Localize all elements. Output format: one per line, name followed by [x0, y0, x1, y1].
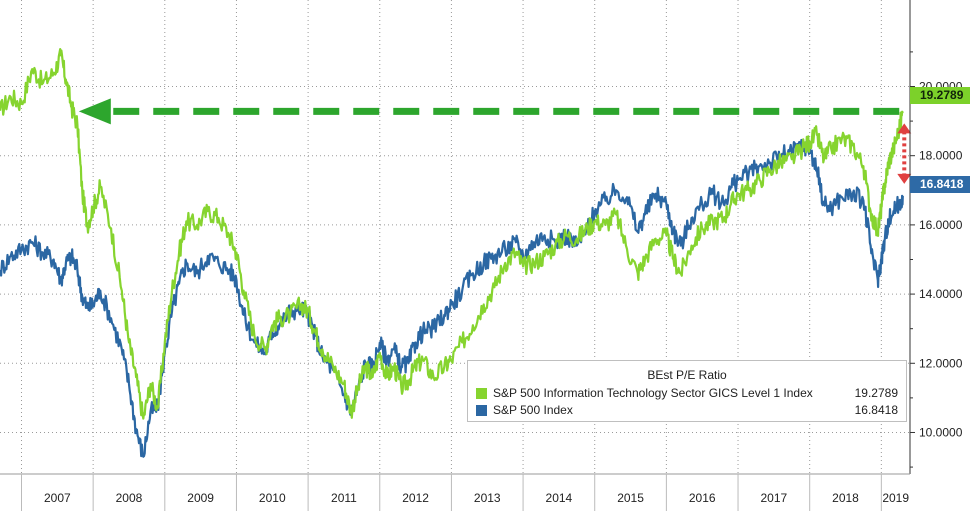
x-tick-label: 2013	[474, 491, 501, 505]
y-tick-label: 16.0000	[919, 218, 963, 232]
legend-series-name: S&P 500 Index	[493, 403, 573, 417]
series-line-it-sector	[0, 47, 904, 420]
x-tick-label: 2011	[331, 491, 357, 505]
last-value-flag-it: 19.2789	[910, 87, 970, 104]
last-value-flag-spx: 16.8418	[910, 176, 970, 193]
x-tick-label: 2008	[116, 491, 143, 505]
x-tick-label: 2010	[259, 491, 286, 505]
legend-series-value: 19.2789	[854, 386, 898, 400]
spread-arrow-head-bottom	[897, 173, 912, 184]
x-tick-label: 2018	[832, 491, 859, 505]
legend: BEst P/E Ratio S&P 500 Information Techn…	[467, 360, 907, 422]
x-tick-label: 2017	[761, 491, 788, 505]
x-tick-label: 2015	[617, 491, 644, 505]
x-tick-label: 2016	[689, 491, 716, 505]
x-tick-label: 2014	[546, 491, 573, 505]
x-tick-label: 2007	[44, 491, 71, 505]
spread-arrow-head-top	[897, 123, 912, 134]
series-layer	[0, 47, 904, 458]
y-tick-label: 12.0000	[919, 356, 963, 370]
legend-series-name: S&P 500 Information Technology Sector GI…	[493, 386, 813, 400]
legend-row-it: S&P 500 Information Technology Sector GI…	[476, 385, 898, 401]
legend-title: BEst P/E Ratio	[647, 368, 727, 382]
x-tick-label: 2009	[187, 491, 214, 505]
y-tick-label: 14.0000	[919, 287, 963, 301]
y-tick-label: 18.0000	[919, 149, 963, 163]
x-axis-ticks: 2007 2008 2009 2010 2011 2012 2013 2014 2015 2016…	[20, 474, 909, 511]
annotation-layer	[78, 98, 912, 184]
legend-row-spx: S&P 500 Index 16.8418	[476, 402, 898, 418]
legend-swatch-it	[476, 387, 487, 399]
x-tick-label: 2012	[402, 491, 429, 505]
y-tick-label: 10.0000	[919, 425, 963, 439]
y-axis-ticks: 20.000018.000016.000014.000012.000010.00…	[910, 51, 963, 468]
dashed-arrow-head	[78, 98, 111, 125]
x-tick-label: 2019	[882, 491, 909, 505]
series-line-sp500	[0, 138, 904, 458]
legend-swatch-spx	[476, 404, 487, 416]
legend-series-value: 16.8418	[854, 403, 898, 417]
